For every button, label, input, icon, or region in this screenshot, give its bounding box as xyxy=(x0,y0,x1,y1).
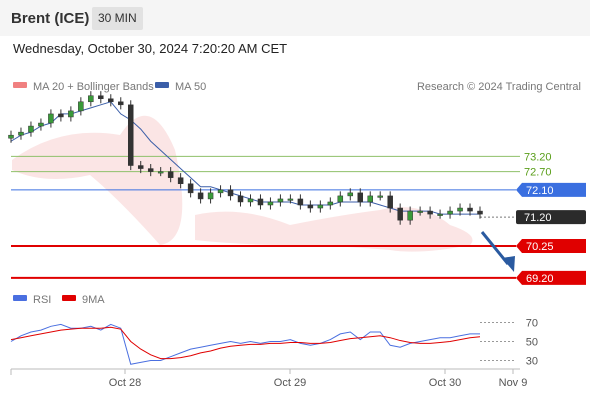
candle-body xyxy=(307,204,314,209)
ma-bb-swatch xyxy=(13,82,27,88)
candle-body xyxy=(137,165,144,169)
candle-body xyxy=(277,198,284,203)
x-tick-label: Oct 30 xyxy=(429,377,461,389)
candle-body xyxy=(327,201,334,206)
rsi-tick-label: 30 xyxy=(526,356,538,368)
candle-body xyxy=(118,101,124,106)
candle-body xyxy=(147,168,154,172)
candle-body xyxy=(317,204,324,209)
candle-body xyxy=(357,192,364,203)
rsi-ma-legend-label: 9MA xyxy=(82,294,105,306)
candle-body xyxy=(18,131,24,136)
candle-body xyxy=(247,198,254,203)
rsi-ma-swatch xyxy=(62,295,76,301)
candle-body xyxy=(68,110,74,118)
candle-body xyxy=(48,113,54,124)
candle-body xyxy=(127,104,134,166)
candle-body xyxy=(98,95,104,100)
instrument-title: Brent (ICE) xyxy=(11,10,90,27)
chart-header: Brent (ICE) 30 MIN xyxy=(0,0,590,36)
candle-body xyxy=(387,195,393,209)
bollinger-band-area xyxy=(12,115,473,252)
candle-body xyxy=(377,195,383,198)
candles-group xyxy=(8,91,483,225)
x-tick-label: Nov 9 xyxy=(499,377,528,389)
candle-body xyxy=(167,171,174,178)
support-label: 70.25 xyxy=(526,241,554,253)
resistance-label: 72.70 xyxy=(524,167,552,179)
x-tick-label: Oct 29 xyxy=(274,377,306,389)
credit-label: Research © 2024 Trading Central xyxy=(417,81,581,93)
timestamp: Wednesday, October 30, 2024 7:20:20 AM C… xyxy=(13,41,288,56)
support-tag xyxy=(516,238,586,253)
support-label: 69.20 xyxy=(526,273,554,285)
candle-body xyxy=(437,213,443,216)
candle-body xyxy=(187,183,194,194)
candle-body xyxy=(397,207,403,221)
rsi-legend-label: RSI xyxy=(33,294,51,306)
rsi-tick-label: 50 xyxy=(526,337,538,349)
candle-body xyxy=(467,207,473,212)
candle-body xyxy=(88,95,94,103)
candle-body xyxy=(347,192,354,197)
forecast-arrow xyxy=(480,231,515,272)
rsi-group: 70 50 30 xyxy=(10,318,538,368)
candle-body xyxy=(8,134,14,139)
candle-body xyxy=(197,192,204,200)
candle-body xyxy=(207,192,214,200)
candle-body xyxy=(287,198,294,201)
candle-body xyxy=(267,201,274,206)
rsi-line xyxy=(10,323,480,365)
timeframe-badge[interactable]: 30 MIN xyxy=(92,7,143,30)
candle-body xyxy=(38,122,44,127)
rsi-tick-label: 70 xyxy=(526,318,538,330)
candle-body xyxy=(177,177,184,185)
ma50-legend-label: MA 50 xyxy=(175,81,206,93)
candle-body xyxy=(108,98,114,103)
pivot-label: 72.10 xyxy=(526,185,554,197)
candle-body xyxy=(78,101,84,112)
candle-body xyxy=(227,189,234,197)
ma-bb-legend-label: MA 20 + Bollinger Bands xyxy=(33,81,154,93)
current-price-label: 71.20 xyxy=(524,212,552,224)
candle-body xyxy=(477,210,483,215)
ma50-swatch xyxy=(155,82,169,88)
candle-body xyxy=(28,125,34,133)
candle-body xyxy=(157,171,164,174)
candle-body xyxy=(297,198,304,206)
support-tag xyxy=(516,270,586,285)
candle-body xyxy=(217,189,224,194)
candle-body xyxy=(427,210,433,215)
x-ticks-group: Oct 28 Oct 29 Oct 30 Nov 9 xyxy=(109,369,528,389)
resistance-label: 73.20 xyxy=(524,151,552,163)
candle-body xyxy=(237,195,244,203)
candle-body xyxy=(407,210,413,221)
candle-body xyxy=(257,198,264,206)
candle-body xyxy=(58,113,64,118)
current-price-tag xyxy=(516,210,586,225)
rsi-swatch xyxy=(13,295,27,301)
x-tick-label: Oct 28 xyxy=(109,377,141,389)
candle-body xyxy=(337,195,344,203)
pivot-tag xyxy=(516,182,586,197)
candle-body xyxy=(457,207,463,212)
rsi-ma-line xyxy=(10,326,481,360)
levels-group: 73.20 72.70 72.10 71.20 70.25 69.20 xyxy=(11,151,586,285)
candle-body xyxy=(417,210,423,213)
candle-body xyxy=(367,195,373,203)
candle-body xyxy=(447,210,453,215)
